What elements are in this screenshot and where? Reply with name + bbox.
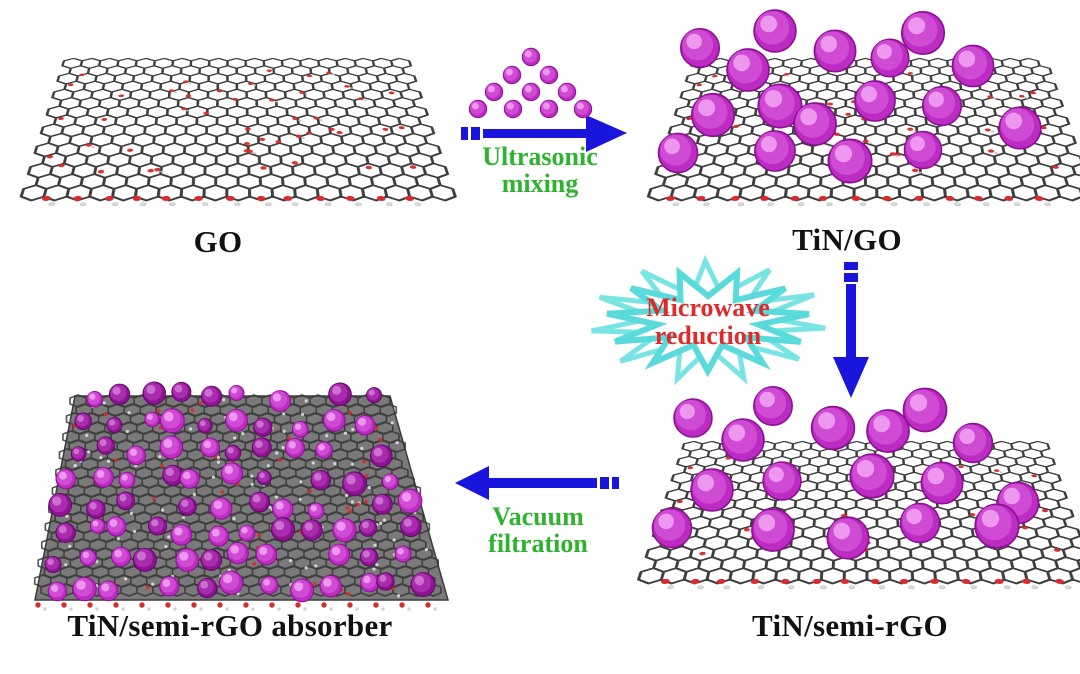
go-sheet-graphic	[28, 8, 432, 212]
go-label: GO	[193, 224, 243, 259]
graphene-lattice-icon	[655, 58, 1075, 212]
step-line-2: mixing	[501, 169, 579, 198]
ultrasonic-mixing-label: Ultrasonic mixing	[450, 143, 630, 197]
arrow-down-icon	[833, 262, 869, 398]
step-line-2: reduction	[654, 321, 762, 350]
tin-go-label: TiN/GO	[792, 222, 902, 257]
step-line-1: Microwave	[646, 293, 770, 322]
absorber-block-graphic	[33, 381, 449, 611]
graphene-lattice-tilt	[645, 490, 1077, 595]
graphene-lattice-tilt	[655, 107, 1075, 212]
step-line-1: Vacuum	[492, 502, 584, 531]
tin-semi-rgo-label: TiN/semi-rGO	[752, 608, 948, 643]
graphene-lattice-tilt	[28, 108, 432, 212]
vacuum-filtration-label: Vacuum filtration	[448, 503, 628, 557]
tin-semi-rgo-sheet-graphic	[645, 388, 1077, 595]
tin-nanoparticle-pyramid-icon	[468, 47, 593, 119]
absorber-label: TiN/semi-rGO absorber	[67, 608, 393, 643]
graphene-lattice-icon	[645, 441, 1077, 595]
arrow-left-icon	[455, 466, 619, 500]
step-line-1: Ultrasonic	[482, 142, 598, 171]
microwave-reduction-label: Microwave reduction	[598, 294, 818, 350]
step-line-2: filtration	[488, 529, 588, 558]
tin-go-sheet-graphic	[655, 6, 1075, 212]
graphene-lattice-icon	[28, 58, 432, 212]
